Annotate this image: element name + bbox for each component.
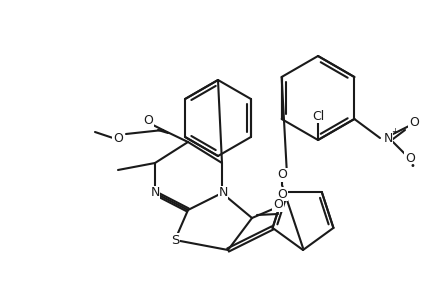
Text: O: O [405,152,415,164]
Text: N: N [383,131,393,145]
Text: •: • [409,161,415,171]
Text: N: N [150,186,160,199]
Text: O: O [113,131,123,145]
Text: S: S [171,234,179,246]
Text: O: O [277,168,287,181]
Text: O: O [277,188,287,201]
Text: O: O [409,116,419,128]
Text: +: + [392,127,399,135]
Text: O: O [273,199,283,211]
Text: N: N [218,186,228,199]
Text: Cl: Cl [312,109,324,123]
Text: O: O [143,113,153,127]
